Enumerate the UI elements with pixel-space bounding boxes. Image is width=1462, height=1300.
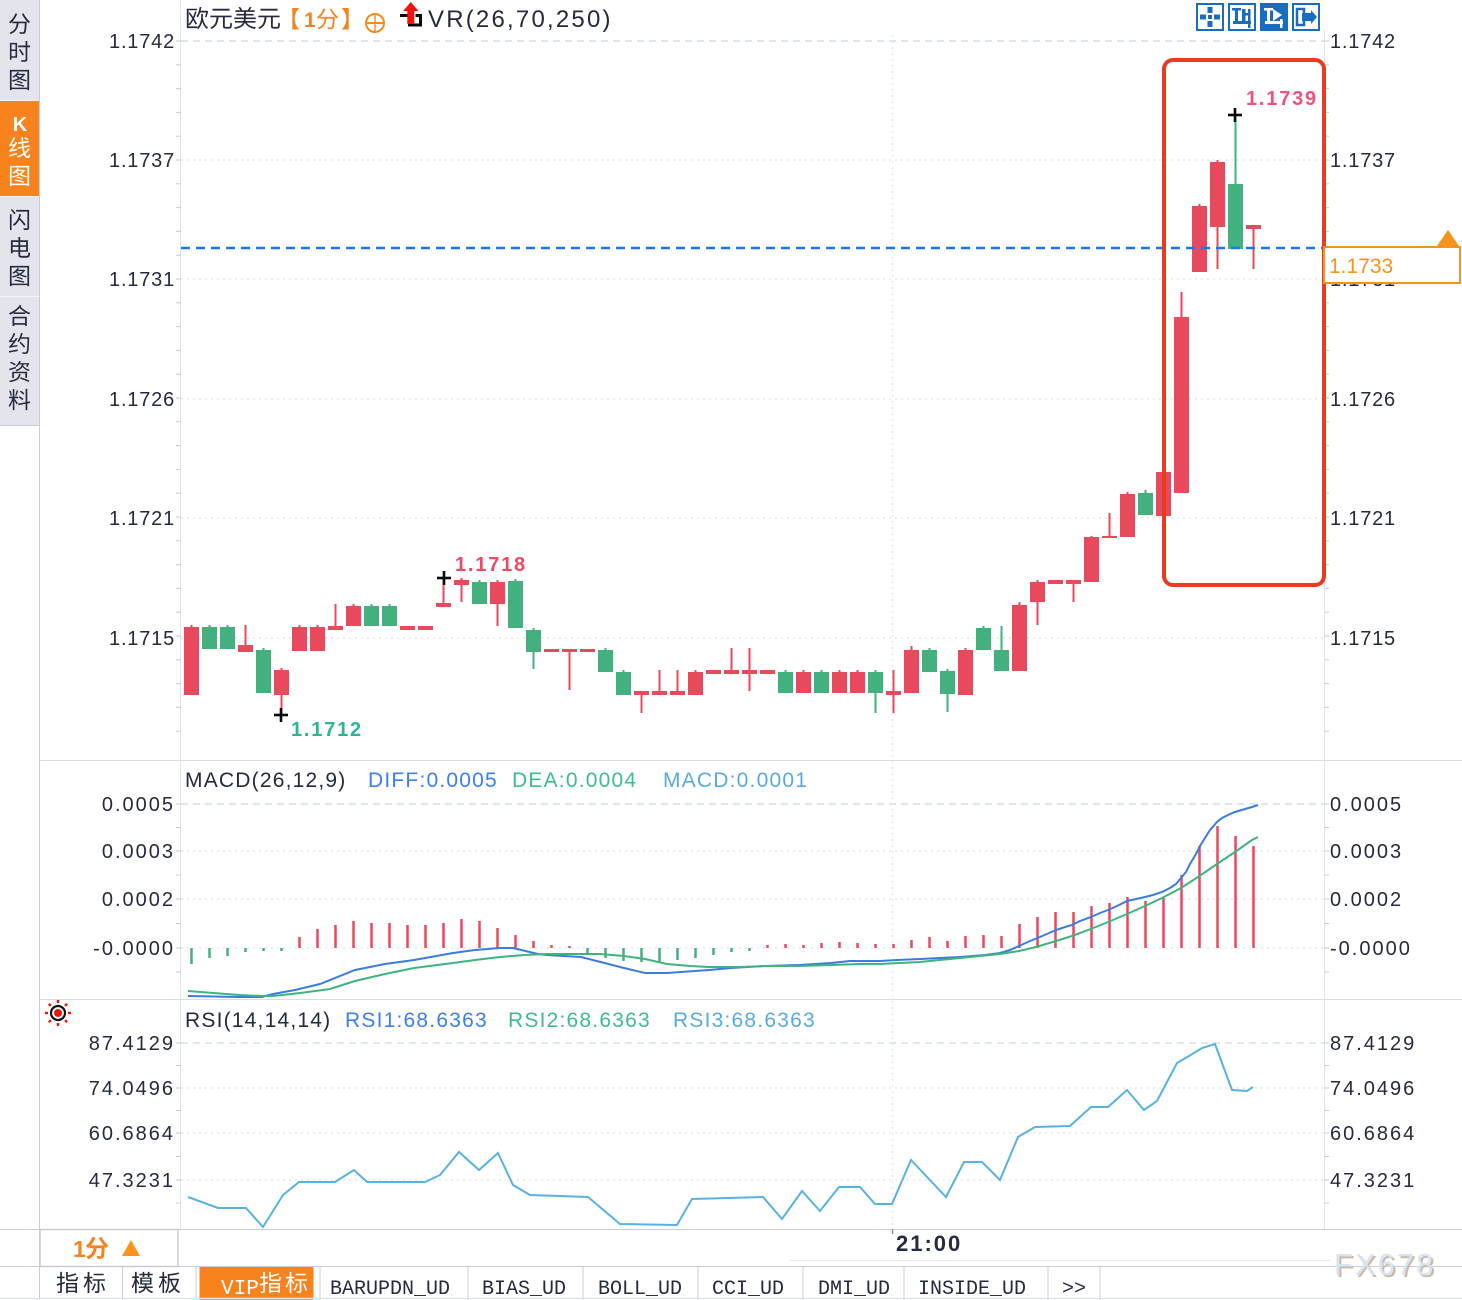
svg-text:VIP: VIP (221, 1278, 259, 1300)
svg-text:1: 1 (304, 9, 316, 32)
svg-text:0.0002: 0.0002 (1330, 889, 1403, 911)
svg-text:1.1712: 1.1712 (291, 719, 363, 741)
svg-text:0.0005: 0.0005 (1330, 794, 1403, 816)
svg-text:1.1731: 1.1731 (109, 269, 175, 291)
svg-text:BIAS_UD: BIAS_UD (482, 1278, 566, 1300)
svg-text:74.0496: 74.0496 (1330, 1078, 1416, 1100)
svg-text:47.3231: 47.3231 (1330, 1170, 1416, 1192)
svg-text:BOLL_UD: BOLL_UD (598, 1278, 682, 1300)
svg-text:DEA:0.0004: DEA:0.0004 (512, 769, 637, 792)
svg-text:0.0003: 0.0003 (1330, 841, 1403, 863)
svg-text:0.0005: 0.0005 (102, 794, 175, 816)
svg-text:47.3231: 47.3231 (89, 1170, 175, 1192)
svg-text:1.1721: 1.1721 (1330, 508, 1396, 530)
svg-text:K: K (13, 114, 28, 136)
svg-text:87.4129: 87.4129 (89, 1033, 175, 1055)
svg-text:-0.0000: -0.0000 (1330, 938, 1412, 960)
svg-text:1.1715: 1.1715 (1330, 628, 1396, 650)
svg-text:RSI3:68.6363: RSI3:68.6363 (673, 1009, 816, 1032)
svg-text:RSI1:68.6363: RSI1:68.6363 (345, 1009, 488, 1032)
svg-text:60.6864: 60.6864 (1330, 1123, 1416, 1145)
svg-text:60.6864: 60.6864 (89, 1123, 175, 1145)
svg-text:21:00: 21:00 (896, 1231, 962, 1256)
svg-text:FX678: FX678 (1334, 1247, 1435, 1282)
svg-text:0.0003: 0.0003 (102, 841, 175, 863)
svg-text:1.1739: 1.1739 (1246, 88, 1318, 110)
svg-text:>>: >> (1062, 1278, 1086, 1300)
svg-text:VR(26,70,250): VR(26,70,250) (428, 6, 613, 33)
svg-text:1.1733: 1.1733 (1329, 255, 1393, 278)
svg-text:1.1742: 1.1742 (109, 31, 175, 53)
svg-text:1: 1 (73, 1236, 86, 1262)
svg-text:1.1715: 1.1715 (109, 628, 175, 650)
svg-text:DIFF:0.0005: DIFF:0.0005 (368, 769, 498, 792)
svg-text:FX678: FX678 (1336, 1249, 1437, 1284)
svg-text:74.0496: 74.0496 (89, 1078, 175, 1100)
svg-text:MACD:0.0001: MACD:0.0001 (663, 769, 808, 792)
svg-text:1.1726: 1.1726 (109, 389, 175, 411)
svg-text:RSI(14,14,14): RSI(14,14,14) (185, 1009, 331, 1032)
svg-text:CCI_UD: CCI_UD (712, 1278, 784, 1300)
svg-text:1.1742: 1.1742 (1330, 31, 1396, 53)
svg-text:INSIDE_UD: INSIDE_UD (918, 1278, 1026, 1300)
svg-text:DMI_UD: DMI_UD (818, 1278, 890, 1300)
svg-text:87.4129: 87.4129 (1330, 1033, 1416, 1055)
svg-text:1.1718: 1.1718 (455, 554, 527, 576)
svg-text:1.1737: 1.1737 (1330, 150, 1396, 172)
svg-text:MACD(26,12,9): MACD(26,12,9) (185, 769, 346, 792)
svg-text:1.1737: 1.1737 (109, 150, 175, 172)
svg-text:1.1721: 1.1721 (109, 508, 175, 530)
svg-text:-0.0000: -0.0000 (93, 938, 175, 960)
svg-text:BARUPDN_UD: BARUPDN_UD (330, 1278, 450, 1300)
svg-text:0.0002: 0.0002 (102, 889, 175, 911)
svg-text:1.1726: 1.1726 (1330, 389, 1396, 411)
svg-text:RSI2:68.6363: RSI2:68.6363 (508, 1009, 651, 1032)
